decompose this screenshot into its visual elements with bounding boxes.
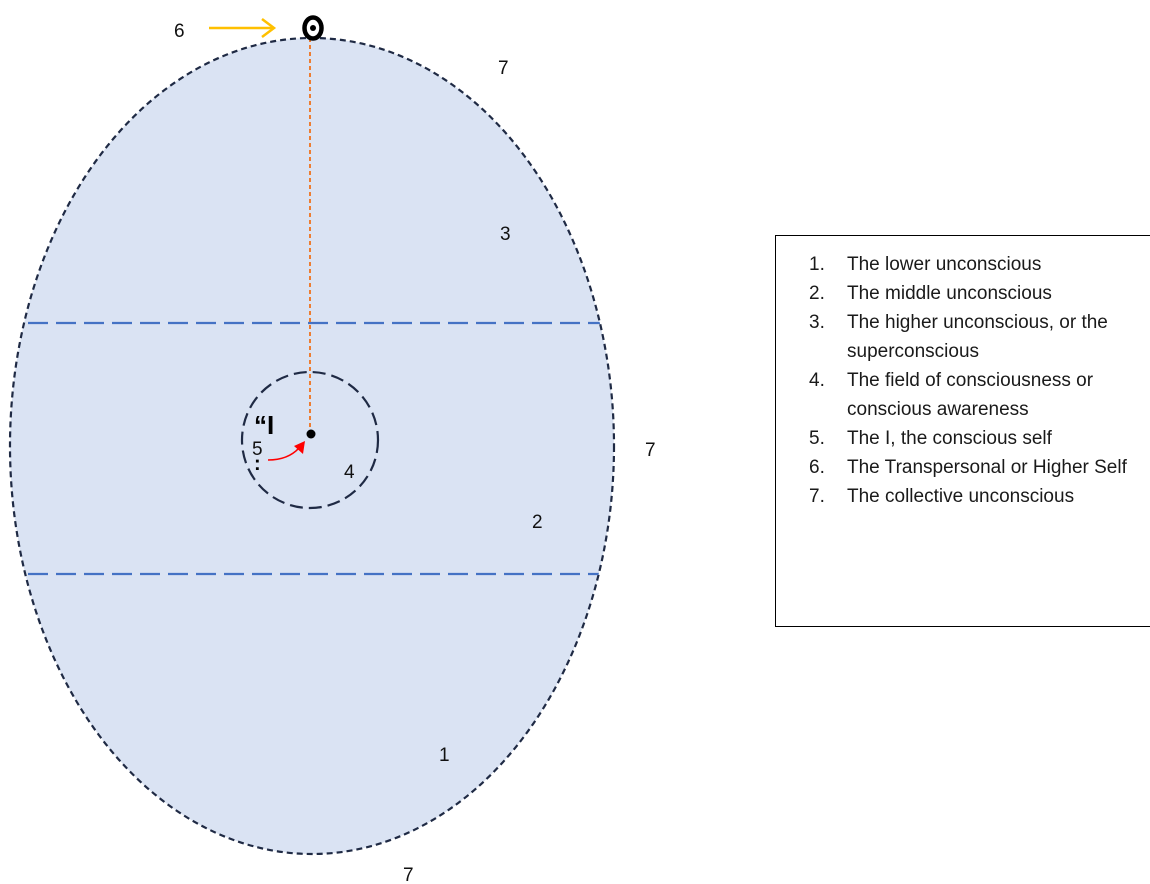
legend-text: The Transpersonal or Higher Self	[847, 457, 1127, 478]
legend-item: 6. The Transpersonal or Higher Self	[776, 453, 1150, 482]
legend-box: 1. The lower unconscious 2. The middle u…	[775, 235, 1150, 627]
legend-number: 6.	[809, 457, 825, 478]
legend-item: 4. The field of consciousness or conscio…	[776, 366, 1150, 424]
i-quote-mark: “I	[254, 410, 274, 440]
label-lower: 1	[439, 745, 450, 766]
legend-number: 1.	[809, 254, 825, 275]
legend-item: 5. The I, the conscious self	[776, 424, 1150, 453]
label-self: 5	[252, 439, 263, 460]
legend-text: The collective unconscious	[847, 486, 1075, 507]
arrow-right-icon	[209, 18, 277, 38]
label-middle: 2	[532, 512, 543, 533]
label-field: 4	[344, 462, 355, 483]
curved-arrow-icon	[267, 447, 300, 461]
legend-item: 3. The higher unconscious, or the superc…	[776, 308, 1150, 366]
i-quote-tail: :	[254, 453, 261, 475]
label-collective-bottom: 7	[403, 865, 414, 884]
legend-number: 4.	[809, 370, 825, 391]
legend-item: 7. The collective unconscious	[776, 482, 1150, 511]
label-transpersonal: 6	[174, 21, 185, 42]
legend-text: The lower unconscious	[847, 254, 1042, 275]
self-center-dot	[306, 429, 316, 439]
egg-shape	[8, 36, 616, 856]
curved-arrow-head	[294, 441, 305, 454]
legend-number: 5.	[809, 428, 825, 449]
legend-text: The I, the conscious self	[847, 428, 1052, 449]
label-collective-top: 7	[498, 58, 509, 79]
legend-text: The middle unconscious	[847, 283, 1052, 304]
legend-text: The higher unconscious, or the supercons…	[847, 312, 1108, 362]
label-higher: 3	[500, 224, 511, 245]
legend-item: 1. The lower unconscious	[776, 250, 1150, 279]
field-of-consciousness-circle	[240, 370, 380, 510]
legend-text: The field of consciousness or conscious …	[847, 370, 1094, 420]
legend-item: 2. The middle unconscious	[776, 279, 1150, 308]
legend-number: 7.	[809, 486, 825, 507]
legend-number: 2.	[809, 283, 825, 304]
legend-list: 1. The lower unconscious 2. The middle u…	[776, 236, 1150, 511]
label-collective-right: 7	[645, 440, 656, 461]
circled-dot-icon	[302, 15, 324, 41]
legend-number: 3.	[809, 312, 825, 333]
